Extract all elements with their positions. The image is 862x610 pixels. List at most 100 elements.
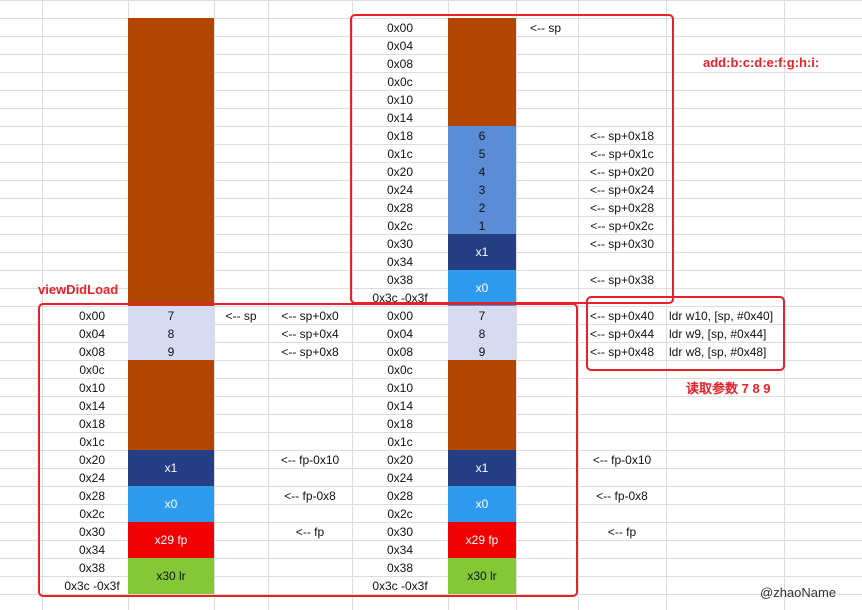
grid-column-line: [214, 0, 215, 610]
block-label: x0: [475, 497, 489, 511]
grid-row-line: [0, 18, 862, 19]
grid-row-line: [0, 144, 862, 145]
offset-cell: 0x18: [386, 129, 414, 143]
sp-note: <-- sp+0x28: [589, 201, 655, 215]
grid-row-line: [0, 540, 862, 541]
offset-cell: 0x20: [78, 453, 106, 467]
offset-cell: 0x30: [386, 237, 414, 251]
add-x1-block: x1: [448, 234, 516, 270]
arg-value: 2: [478, 201, 486, 215]
arg-value: 7: [478, 309, 486, 323]
offset-cell: 0x2c: [387, 219, 413, 233]
left-x0-block: x0: [128, 486, 214, 522]
offset-cell: 0x28: [386, 201, 414, 215]
offset-cell: 0x14: [386, 399, 414, 413]
offset-cell: 0x10: [386, 381, 414, 395]
grid-row-line: [0, 576, 862, 577]
fp-note: <-- fp-0x8: [596, 489, 648, 503]
offset-cell: 0x38: [386, 561, 414, 575]
sp-pointer: <-- sp: [225, 309, 257, 323]
arg-value: 4: [478, 165, 486, 179]
grid-row-line: [0, 162, 862, 163]
grid-row-line: [0, 558, 862, 559]
grid-row-line: [0, 468, 862, 469]
add-args-block: [448, 126, 516, 234]
grid-row-line: [0, 252, 862, 253]
sp-note: <-- sp+0x8: [281, 345, 339, 359]
grid-row-line: [0, 504, 862, 505]
arg-value: 9: [478, 345, 486, 359]
grid-row-line: [0, 198, 862, 199]
block-label: x0: [164, 497, 178, 511]
left-args-block: [128, 306, 214, 360]
fp-note: <-- fp-0x10: [280, 453, 340, 467]
offset-cell: 0x20: [386, 165, 414, 179]
offset-cell: 0x34: [386, 255, 414, 269]
offset-cell: 0x1c: [387, 435, 413, 449]
offset-cell: 0x20: [386, 453, 414, 467]
fp-note: <-- fp: [607, 525, 637, 539]
grid-row-line: [0, 486, 862, 487]
offset-cell: 0x1c: [387, 147, 413, 161]
right-x1-block: x1: [448, 450, 516, 486]
grid-row-line: [0, 0, 862, 1]
block-label: x1: [164, 461, 178, 475]
arg-value: 5: [478, 147, 486, 161]
offset-cell: 0x24: [78, 471, 106, 485]
grid-row-line: [0, 522, 862, 523]
right-args-block: [448, 306, 516, 360]
block-label: x0: [475, 281, 489, 295]
sp-note: <-- sp+0x38: [589, 273, 655, 287]
watermark: @zhaoName: [760, 585, 837, 600]
grid-row-line: [0, 72, 862, 73]
offset-cell: 0x14: [386, 111, 414, 125]
offset-cell: 0x08: [78, 345, 106, 359]
block-label: x30 lr: [156, 569, 186, 583]
grid-row-line: [0, 594, 862, 595]
left-x1-block: x1: [128, 450, 214, 486]
grid-column-line: [666, 0, 667, 610]
offset-cell: 0x04: [386, 39, 414, 53]
block-label: x1: [475, 461, 489, 475]
offset-cell: 0x04: [386, 327, 414, 341]
block-label: x29 fp: [154, 533, 188, 547]
sp-note: <-- sp+0x24: [589, 183, 655, 197]
grid-row-line: [0, 342, 862, 343]
offset-cell: 0x00: [386, 309, 414, 323]
offset-cell: 0x3c -0x3f: [372, 291, 428, 305]
add-function-label: add:b:c:d:e:f:g:h:i:: [703, 55, 820, 70]
left-stack-top: [128, 18, 214, 306]
offset-cell: 0x10: [78, 381, 106, 395]
offset-cell: 0x14: [78, 399, 106, 413]
grid-row-line: [0, 288, 862, 289]
right-locals-block: [448, 360, 516, 450]
grid-row-line: [0, 90, 862, 91]
offset-cell: 0x10: [386, 93, 414, 107]
offset-cell: 0x30: [78, 525, 106, 539]
grid-row-line: [0, 432, 862, 433]
sp-note: <-- sp+0x30: [589, 237, 655, 251]
grid-row-line: [0, 216, 862, 217]
add-locals-block: [448, 18, 516, 126]
offset-cell: 0x08: [386, 345, 414, 359]
block-label: x29 fp: [465, 533, 499, 547]
offset-cell: 0x0c: [387, 75, 413, 89]
ldr-instruction: ldr w8, [sp, #0x48]: [669, 345, 767, 359]
offset-cell: 0x18: [78, 417, 106, 431]
ldr-instruction: ldr w9, [sp, #0x44]: [669, 327, 767, 341]
fp-note: <-- fp: [295, 525, 325, 539]
offset-cell: 0x3c -0x3f: [372, 579, 428, 593]
offset-cell: 0x04: [78, 327, 106, 341]
grid-column-line: [268, 0, 269, 610]
grid-row-line: [0, 414, 862, 415]
offset-cell: 0x0c: [79, 363, 105, 377]
grid-row-line: [0, 126, 862, 127]
fp-note: <-- fp-0x8: [284, 489, 336, 503]
offset-cell: 0x18: [386, 417, 414, 431]
grid-row-line: [0, 360, 862, 361]
read-params-label: 读取参数 7 8 9: [686, 381, 771, 396]
grid-row-line: [0, 396, 862, 397]
right-x0-block: x0: [448, 486, 516, 522]
left-locals-block: [128, 360, 214, 450]
offset-cell: 0x38: [386, 273, 414, 287]
